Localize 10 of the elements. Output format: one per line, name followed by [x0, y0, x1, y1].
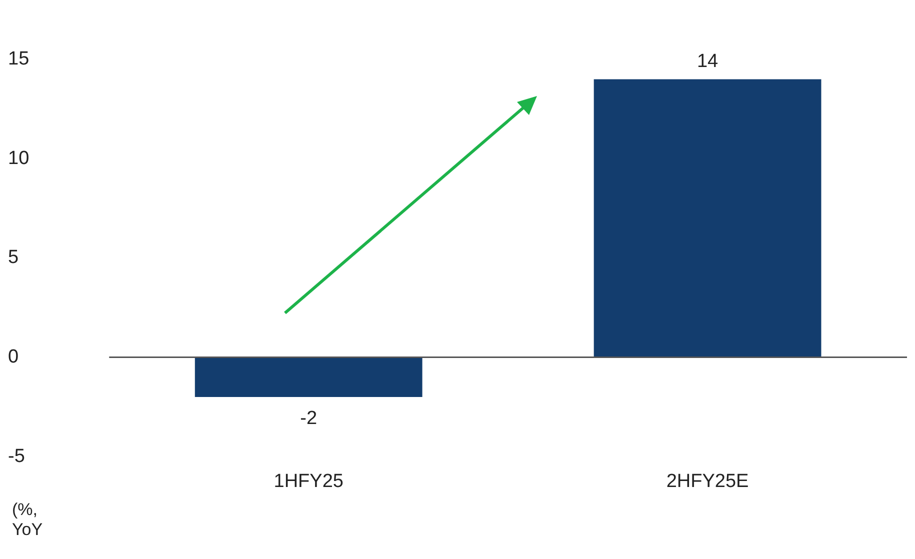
y-tick-label: 10 [8, 148, 30, 169]
data-label: -2 [300, 408, 318, 429]
y-tick-label: -5 [8, 446, 25, 467]
y-axis-title: (%, YoY [12, 500, 44, 540]
x-tick-label: 2HFY25E [666, 471, 749, 492]
y-tick-label: 15 [8, 48, 30, 70]
x-tick-label: 1HFY25 [274, 471, 344, 492]
data-label: 14 [696, 50, 719, 72]
y-tick-label: 0 [8, 346, 19, 368]
y-tick-label: 5 [8, 247, 19, 268]
